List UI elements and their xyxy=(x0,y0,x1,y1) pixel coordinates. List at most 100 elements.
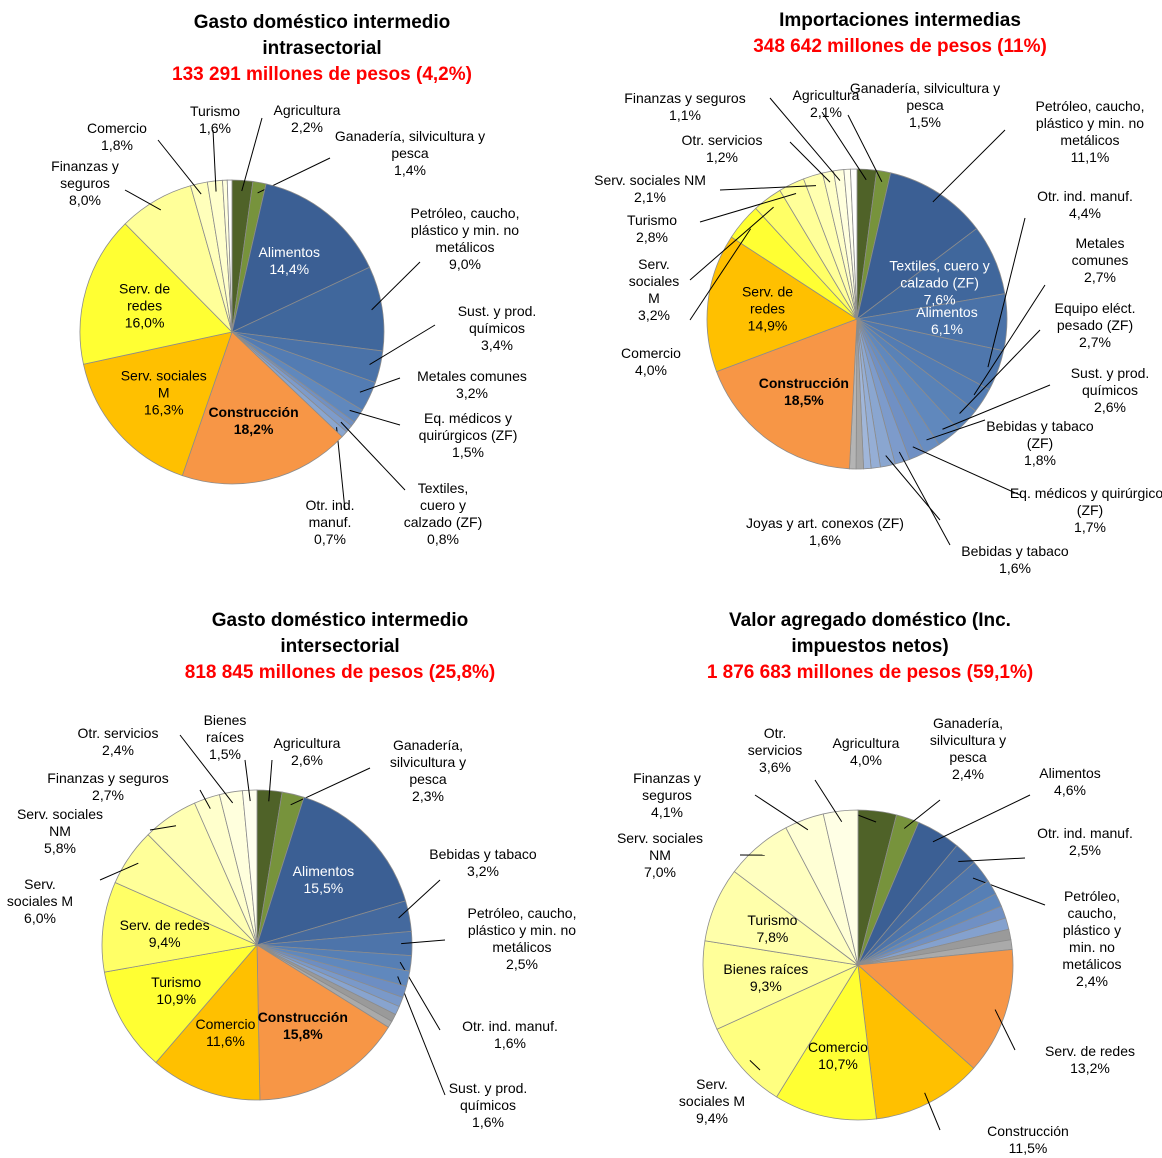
leader-line xyxy=(973,284,1046,396)
slice-name: Agricultura xyxy=(273,735,341,751)
slice-value: 1,8% xyxy=(1024,452,1056,468)
slice-label: Finanzas y seguros 2,7% xyxy=(18,770,198,804)
leader-line xyxy=(754,794,809,831)
slice-value: 2,1% xyxy=(810,104,842,120)
leader-line xyxy=(932,794,1031,843)
slice-name: Eq. médicos y quirúrgicos (ZF) xyxy=(418,410,518,443)
slice-name: Petróleo, caucho, plástico y min. no met… xyxy=(467,905,577,955)
slice-value: 16,3% xyxy=(143,401,184,418)
pie-slice xyxy=(79,223,233,365)
slice-name: Comercio xyxy=(87,120,147,136)
slice-name: Ganadería, silvicultura y pesca xyxy=(929,715,1007,765)
slice-label: Serv. de redes 9,4% xyxy=(105,917,225,951)
leader-line xyxy=(847,114,883,182)
leader-line xyxy=(699,193,797,223)
slice-name: Bebidas y tabaco (ZF) xyxy=(986,418,1094,451)
pie-slice xyxy=(856,172,978,320)
pie-slice xyxy=(857,963,975,1120)
slice-label: Serv. sociales M 16,3% xyxy=(119,367,209,418)
slice-name: Finanzas y seguros xyxy=(51,158,119,191)
slice-label: Serv. sociales M 3,2% xyxy=(624,256,684,324)
slice-label: Bebidas y tabaco 3,2% xyxy=(403,846,563,880)
slice-value: 2,7% xyxy=(92,787,124,803)
slice-name: Alimentos xyxy=(1039,765,1101,781)
slice-value: 9,3% xyxy=(749,977,782,994)
slice-name: Agricultura xyxy=(273,102,341,118)
chart-title: Gasto doméstico intermedio intersectoria… xyxy=(211,610,469,657)
slice-value: 3,2% xyxy=(467,863,499,879)
slice-value: 2,7% xyxy=(1079,334,1111,350)
slice-value: 1,6% xyxy=(199,120,231,136)
slice-name: Serv. de redes xyxy=(1044,1043,1135,1059)
slice-label: Construcción 18,2% xyxy=(199,404,309,438)
slice-value: 2,4% xyxy=(1076,973,1108,989)
slice-value: 7,0% xyxy=(644,864,676,880)
leader-line xyxy=(885,455,941,521)
leader-line xyxy=(926,419,986,441)
pie-slice xyxy=(230,266,385,352)
slice-value: 18,5% xyxy=(784,391,824,408)
slice-label: Alimentos 15,5% xyxy=(278,863,368,897)
slice-label: Petróleo, caucho, plástico y min. no met… xyxy=(390,205,540,273)
slice-label: Serv. de redes 14,9% xyxy=(728,284,808,335)
slice-name: Textiles, cuero y calzado (ZF) xyxy=(889,257,990,291)
leader-line xyxy=(972,877,1046,906)
slice-value: 0,8% xyxy=(427,531,459,547)
slice-value: 1,6% xyxy=(999,560,1031,576)
slice-value: 1,5% xyxy=(452,444,484,460)
slice-name: Construcción xyxy=(257,1008,348,1025)
chart-subtitle: 818 845 millones de pesos (25,8%) xyxy=(184,662,496,683)
slice-value: 2,7% xyxy=(1084,269,1116,285)
slice-value: 2,4% xyxy=(102,742,134,758)
leader-line xyxy=(959,329,1041,414)
slice-value: 9,4% xyxy=(696,1110,728,1126)
slice-label: Construcción 18,5% xyxy=(749,375,859,409)
slice-name: Serv. sociales M xyxy=(678,1076,746,1109)
slice-label: Otr. ind. manuf. 4,4% xyxy=(1030,188,1140,222)
slice-label: Sust. y prod. químicos 2,6% xyxy=(1060,365,1160,416)
slice-name: Comercio xyxy=(808,1038,868,1055)
slice-name: Serv. sociales M xyxy=(6,876,74,909)
slice-value: 10,7% xyxy=(818,1055,858,1072)
slice-value: 9,4% xyxy=(148,933,181,950)
slice-label: Textiles, cuero y calzado (ZF) 0,8% xyxy=(403,480,483,548)
slice-label: Ganadería, silvicultura y pesca 1,5% xyxy=(835,80,1015,131)
slice-name: Otr. servicios xyxy=(747,725,803,758)
slice-value: 5,8% xyxy=(44,840,76,856)
slice-label: Otr. ind. manuf. 1,6% xyxy=(430,1018,590,1052)
pie-slice xyxy=(101,882,259,973)
slice-name: Sust. y prod. químicos xyxy=(1070,365,1150,398)
leader-line xyxy=(244,759,251,802)
slice-name: Ganadería, silvicultura y pesca xyxy=(389,737,467,787)
leader-line xyxy=(397,976,446,1096)
pie-slice xyxy=(706,236,858,373)
slice-label: Alimentos 14,4% xyxy=(244,244,334,278)
pie-slice xyxy=(822,809,859,966)
slice-value: 1,5% xyxy=(909,114,941,130)
slice-name: Metales comunes xyxy=(1071,235,1129,268)
slice-name: Construcción xyxy=(208,403,299,420)
slice-label: Otr. servicios 2,4% xyxy=(63,725,173,759)
slice-value: 6,0% xyxy=(24,910,56,926)
slice-label: Agricultura 4,0% xyxy=(816,735,916,769)
slice-value: 2,5% xyxy=(1069,842,1101,858)
leader-line xyxy=(821,111,867,181)
slice-value: 1,8% xyxy=(101,137,133,153)
slice-name: Eq. médicos y quirúrgicos (ZF) xyxy=(1009,485,1162,518)
slice-name: Otr. ind. manuf. xyxy=(1037,825,1133,841)
slice-name: Alimentos xyxy=(292,862,355,879)
slice-label: Eq. médicos y quirúrgicos (ZF) 1,7% xyxy=(1005,485,1162,536)
slice-value: 4,0% xyxy=(850,752,882,768)
chart-heading: Importaciones intermedias 348 642 millone… xyxy=(680,8,1120,60)
slice-value: 1,7% xyxy=(1074,519,1106,535)
slice-label: Comercio 1,8% xyxy=(77,120,157,154)
pie-slice xyxy=(256,796,407,946)
leader-line xyxy=(290,767,371,806)
pie-slice xyxy=(849,168,858,320)
pie-slice xyxy=(716,964,860,1098)
pie-slice xyxy=(226,179,233,333)
slice-name: Ganadería, silvicultura y pesca xyxy=(334,128,486,161)
slice-label: Ganadería, silvicultura y pesca 2,4% xyxy=(913,715,1023,783)
slice-name: Serv. de redes xyxy=(119,280,171,314)
slice-name: Turismo xyxy=(626,212,678,228)
